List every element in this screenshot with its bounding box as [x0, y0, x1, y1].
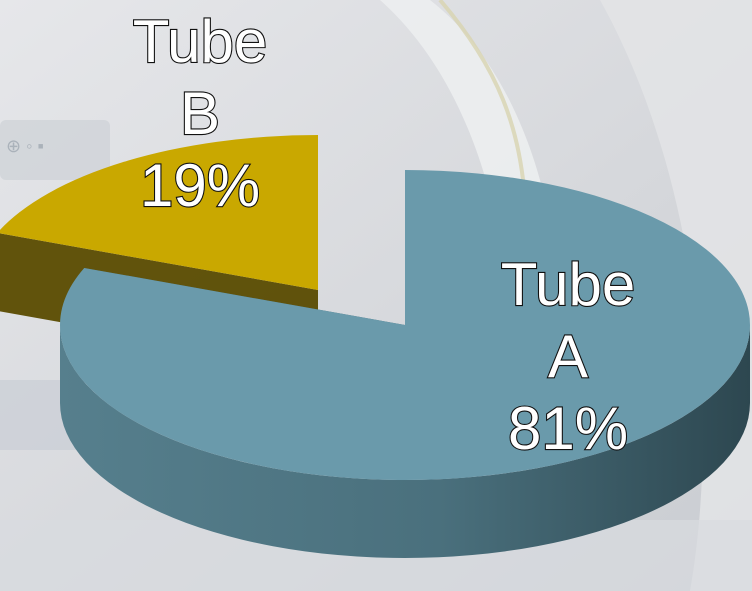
- pie-slice-side-wall: [60, 325, 750, 558]
- scanner-ring-accent: [438, 0, 527, 201]
- pie-data-label: A: [548, 323, 588, 390]
- pie-data-label: Tube: [501, 251, 636, 318]
- pie-slice-top: [0, 135, 318, 290]
- pie-data-label: Tube: [133, 8, 268, 75]
- control-panel-shape: [0, 120, 110, 180]
- pie-data-label: B: [180, 80, 220, 147]
- pie-data-label: 19%: [140, 152, 260, 219]
- pie-slice-top: [59, 170, 751, 481]
- control-panel-glyphs: ⊕ ◦ ▪: [6, 136, 44, 156]
- pie-slice-tube-a: [59, 170, 751, 558]
- pie-data-label: 81%: [508, 395, 628, 462]
